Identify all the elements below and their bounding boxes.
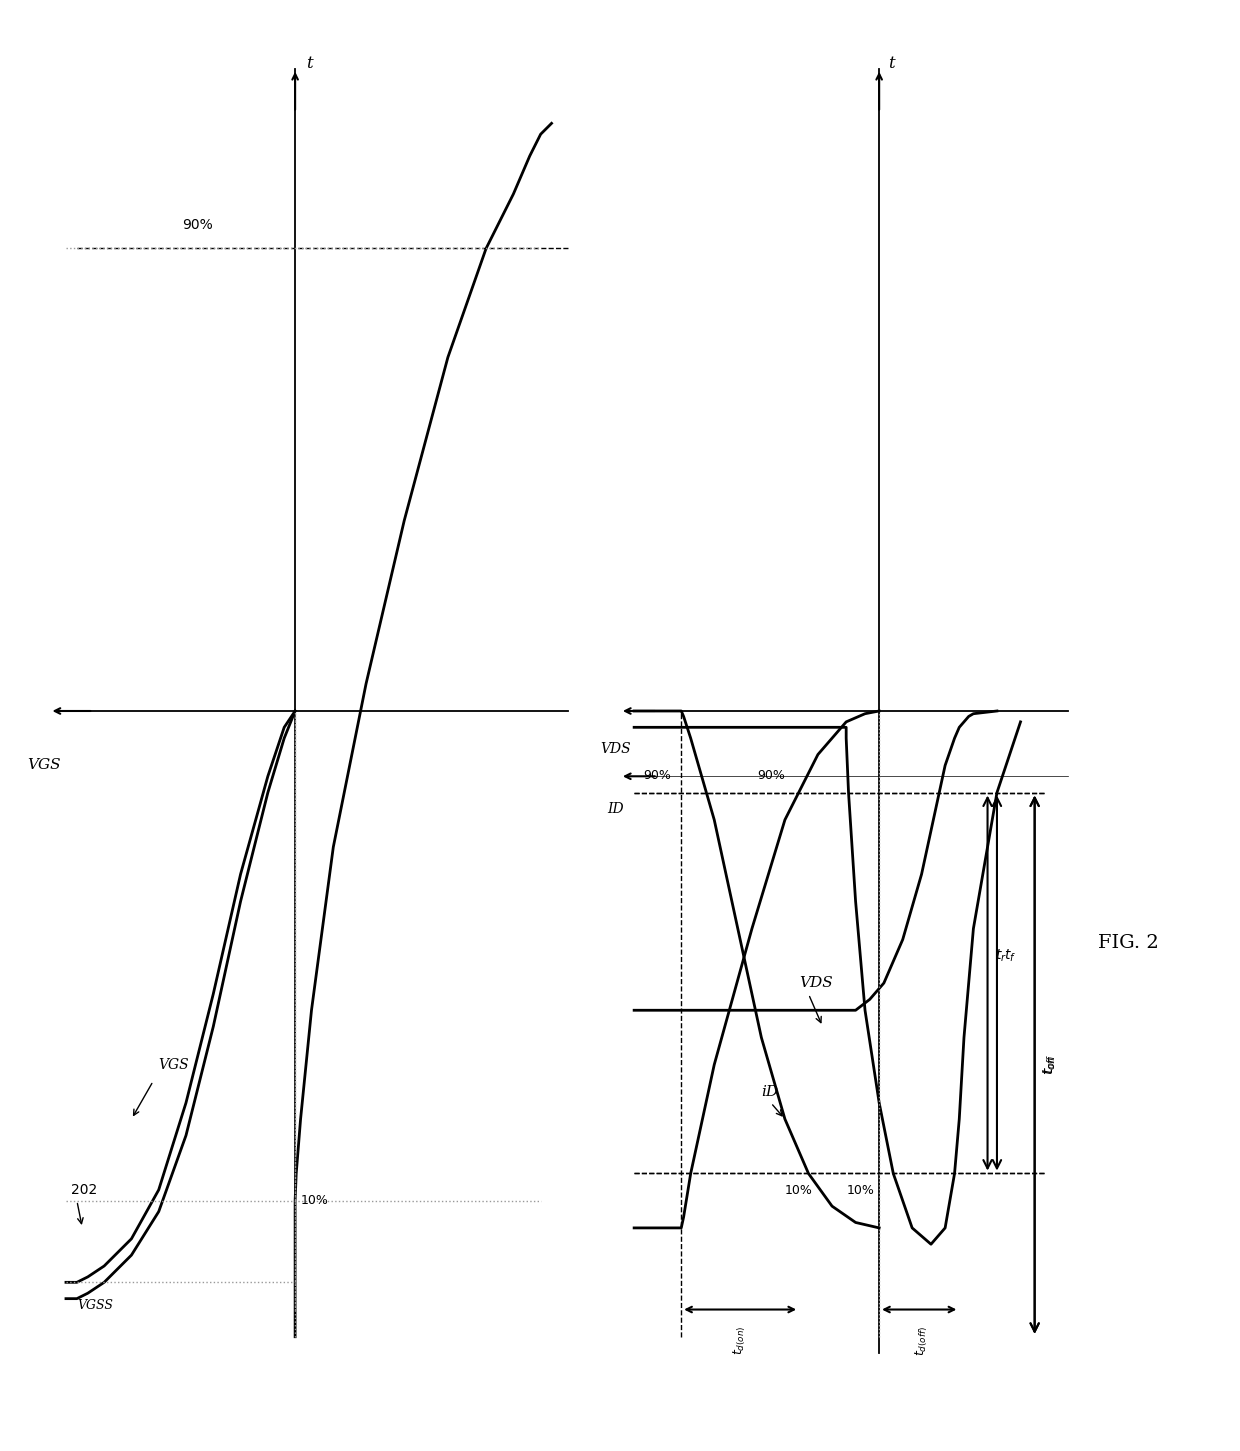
- Text: 90%: 90%: [644, 769, 671, 782]
- Text: VGSS: VGSS: [77, 1299, 113, 1312]
- Text: $t_r$: $t_r$: [994, 948, 1007, 963]
- Text: $t_{on}$: $t_{on}$: [1042, 1055, 1058, 1074]
- Text: ID: ID: [606, 802, 624, 815]
- Text: VGS: VGS: [27, 759, 61, 772]
- Text: iD: iD: [761, 1085, 779, 1098]
- Text: $t_{off}$: $t_{off}$: [1042, 1053, 1058, 1075]
- Text: $t_f$: $t_f$: [1004, 948, 1016, 963]
- Text: 10%: 10%: [300, 1194, 329, 1207]
- Text: 10%: 10%: [846, 1184, 874, 1197]
- Text: VGS: VGS: [159, 1058, 190, 1072]
- Text: FIG. 2: FIG. 2: [1099, 934, 1158, 952]
- Text: $t_{d(on)}$: $t_{d(on)}$: [732, 1326, 749, 1355]
- Text: 90%: 90%: [182, 218, 213, 232]
- Text: 202: 202: [72, 1183, 98, 1197]
- Text: 90%: 90%: [758, 769, 785, 782]
- Text: $t_{d(off)}$: $t_{d(off)}$: [914, 1326, 930, 1355]
- Text: t: t: [306, 55, 312, 73]
- Text: t: t: [889, 55, 895, 73]
- Text: 10%: 10%: [785, 1184, 812, 1197]
- Text: VDS: VDS: [799, 977, 833, 990]
- Text: VDS: VDS: [600, 741, 631, 756]
